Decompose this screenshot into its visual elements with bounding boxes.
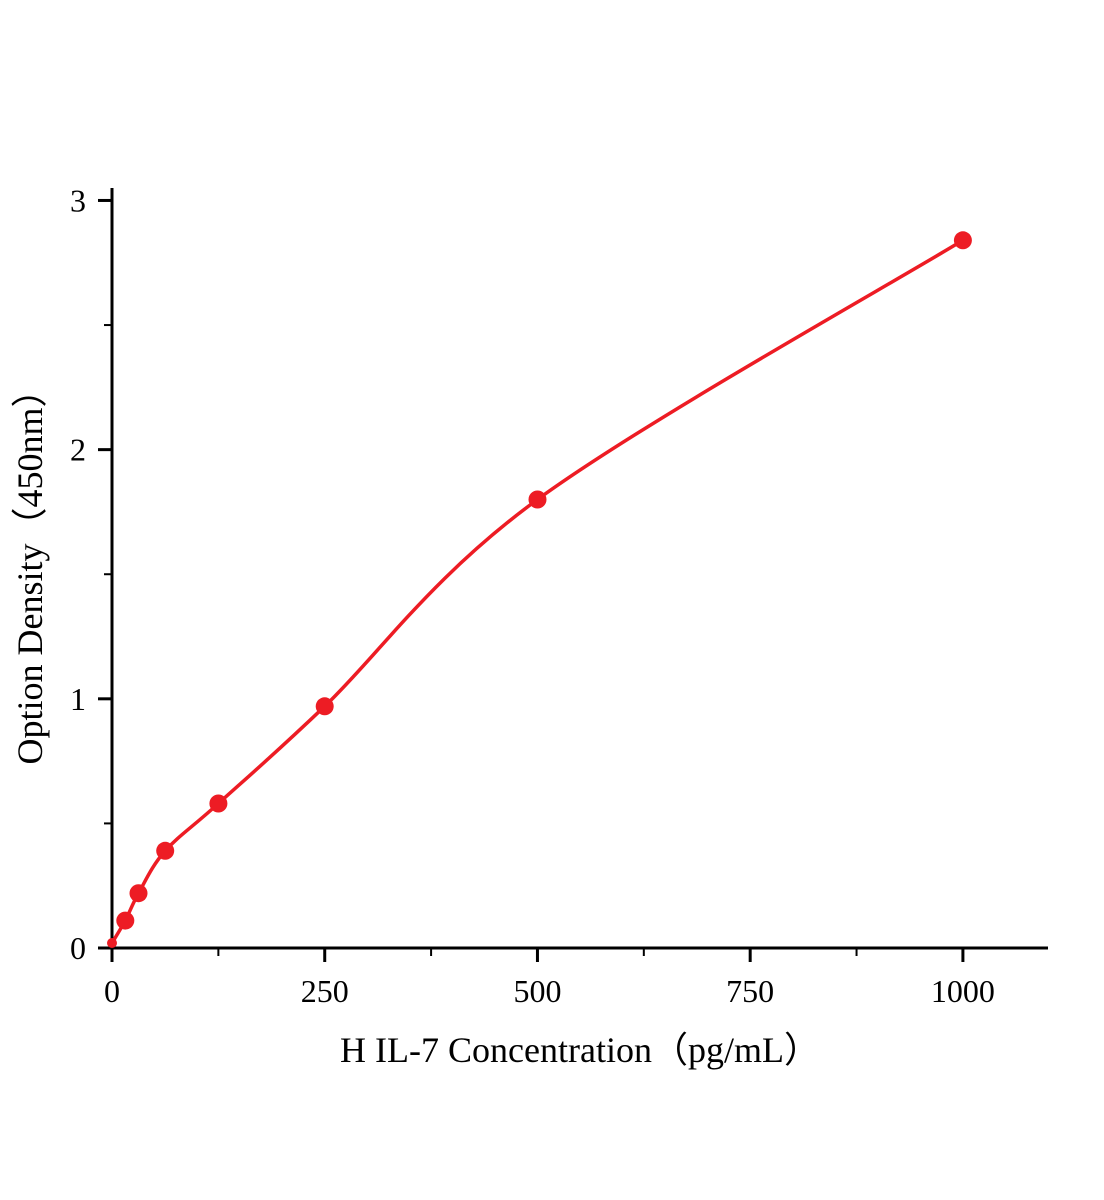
plot-area: 0 250 500 750 1000 0 1 2 3 — [70, 182, 1048, 1009]
y-tick-label: 2 — [70, 432, 86, 468]
x-tick-label: 250 — [301, 973, 349, 1009]
data-point — [315, 697, 334, 716]
x-tick-label: 750 — [726, 973, 774, 1009]
y-tick-label: 0 — [70, 930, 86, 966]
data-point — [156, 841, 175, 860]
standard-curve-line — [110, 238, 965, 945]
x-tick-label: 0 — [104, 973, 120, 1009]
y-tick-label: 3 — [70, 182, 86, 218]
y-tick-label: 1 — [70, 681, 86, 717]
x-axis-title: H IL-7 Concentration（pg/mL） — [340, 1030, 820, 1070]
y-axis-title: Option Density（450nm） — [10, 372, 50, 765]
data-point — [953, 231, 972, 250]
data-point — [209, 794, 228, 813]
data-point — [116, 911, 135, 930]
x-tick-label: 1000 — [931, 973, 995, 1009]
data-point-origin — [107, 938, 117, 948]
x-tick-label: 500 — [513, 973, 561, 1009]
data-point — [528, 490, 547, 509]
data-point — [129, 884, 148, 903]
